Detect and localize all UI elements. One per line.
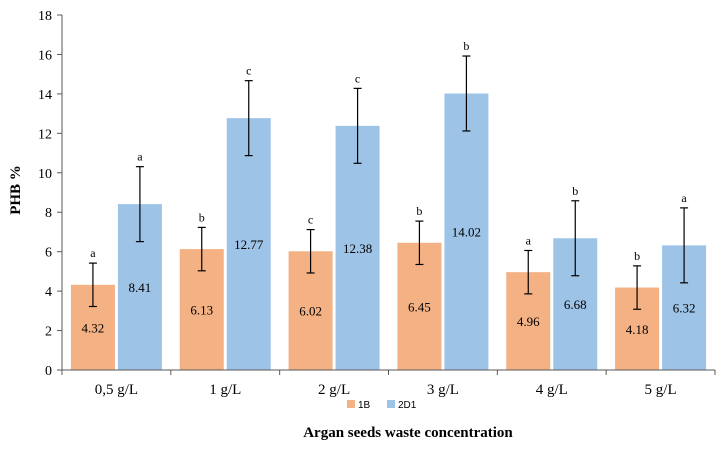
y-tick-label: 0 [45, 364, 52, 379]
bar-2d1 [444, 93, 489, 370]
data-label: 12.77 [234, 237, 264, 252]
x-category-label: 2 g/L [318, 382, 350, 398]
y-tick-label: 14 [38, 88, 52, 103]
x-axis-title: Argan seeds waste concentration [303, 425, 513, 441]
y-tick-label: 16 [38, 48, 52, 63]
data-label: 4.18 [626, 322, 649, 337]
data-label: 6.68 [564, 297, 587, 312]
data-label: 4.32 [82, 320, 105, 335]
data-label: 6.32 [673, 301, 696, 316]
significance-letter: b [463, 39, 469, 53]
data-label: 4.96 [517, 314, 540, 329]
data-label: 6.13 [190, 303, 213, 318]
y-axis: 0 2 4 6 8 10 12 14 16 18 [38, 9, 63, 379]
significance-letter: a [681, 191, 687, 205]
legend: 1B 2D1 [347, 400, 417, 411]
y-tick-label: 6 [45, 246, 52, 261]
significance-letter: b [634, 249, 640, 263]
bars: a 4.32 b 6.13 c 6.02 b 6.45 a 4.96 b 4.18 a 8.41 c 12.7… [70, 39, 707, 371]
x-axis: 0,5 g/L 1 g/L 2 g/L 3 g/L 4 g/L 5 g/L [61, 369, 716, 398]
x-category-label: 5 g/L [645, 382, 677, 398]
legend-label-1b: 1B [358, 400, 371, 411]
data-label: 6.02 [299, 304, 322, 319]
y-tick-label: 12 [38, 127, 52, 142]
significance-letter: c [355, 71, 360, 85]
significance-letter: a [90, 246, 96, 260]
x-category-label: 0,5 g/L [95, 382, 138, 398]
y-tick-label: 4 [45, 285, 52, 300]
bar-2d1 [335, 125, 380, 370]
bar-2d1 [226, 118, 271, 371]
legend-swatch-2d1 [387, 400, 395, 408]
legend-swatch-1b [347, 400, 355, 408]
significance-letter: a [137, 150, 143, 164]
significance-letter: b [199, 210, 205, 224]
y-tick-label: 10 [38, 167, 52, 182]
y-tick-label: 18 [38, 9, 52, 24]
data-label: 12.38 [343, 241, 372, 256]
data-label: 8.41 [129, 280, 152, 295]
data-label: 14.02 [452, 225, 481, 240]
x-category-label: 4 g/L [536, 382, 568, 398]
significance-letter: c [246, 64, 251, 78]
significance-letter: b [416, 204, 422, 218]
y-axis-title: PHB % [8, 165, 24, 215]
x-category-label: 3 g/L [427, 382, 459, 398]
data-label: 6.45 [408, 299, 431, 314]
x-category-label: 1 g/L [209, 382, 241, 398]
significance-letter: c [308, 213, 313, 227]
significance-letter: a [526, 233, 532, 247]
y-tick-label: 8 [45, 206, 52, 221]
significance-letter: b [572, 184, 578, 198]
legend-label-2d1: 2D1 [398, 400, 417, 411]
y-tick-label: 2 [45, 325, 52, 340]
